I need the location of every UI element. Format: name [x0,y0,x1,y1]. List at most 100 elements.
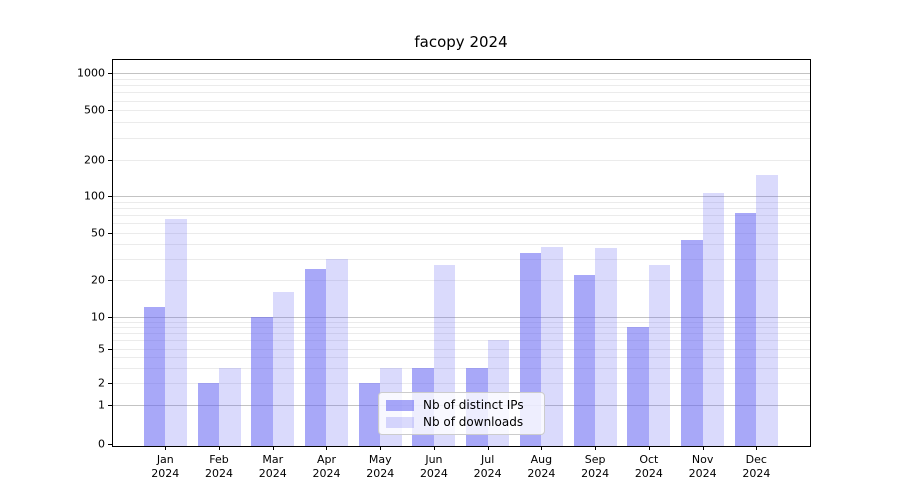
y-tick-mark [108,280,112,281]
x-tick-mark [703,446,704,450]
gridline-minor [112,322,810,323]
x-tick-label: Feb 2024 [205,453,234,480]
bar-nb-of-downloads-aug-2024 [541,246,563,446]
gridline-minor [112,327,810,328]
x-tick-label: Jan 2024 [151,453,180,480]
y-tick-mark [108,160,112,161]
y-tick-mark [108,349,112,350]
bar-nb-of-distinct-ips-dec-2024 [734,213,757,446]
bar-nb-of-downloads-dec-2024 [756,174,778,446]
x-tick-mark [595,446,596,450]
x-tick-mark [434,446,435,450]
bar-nb-of-distinct-ips-nov-2024 [681,240,703,446]
gridline-major [112,317,810,318]
x-tick-label: Mar 2024 [258,453,287,480]
gridline-minor [112,110,810,111]
bar-nb-of-downloads-feb-2024 [219,367,241,446]
y-tick-mark [108,317,112,318]
bar-nb-of-distinct-ips-apr-2024 [304,268,327,446]
gridline-minor [112,280,810,281]
y-tick-mark [108,196,112,197]
gridline-minor [112,383,810,384]
x-tick-label: May 2024 [366,453,395,480]
bar-nb-of-downloads-oct-2024 [648,264,671,446]
y-tick-label: 100 [84,189,105,203]
legend-label-distinct-ips: Nb of distinct IPs [423,397,524,412]
bar-nb-of-downloads-nov-2024 [702,193,725,446]
gridline-minor [112,349,810,350]
y-tick-label: 200 [84,153,105,166]
gridline-major [112,196,810,197]
y-tick-mark [108,405,112,406]
x-tick-label: Jul 2024 [473,453,502,480]
x-tick-mark [541,446,542,450]
gridline-minor [112,122,810,123]
x-tick-mark [273,446,274,450]
bar-nb-of-distinct-ips-oct-2024 [627,327,649,446]
x-tick-label: Dec 2024 [742,453,771,480]
y-tick-label: 2 [98,376,105,390]
x-tick-label: Jun 2024 [419,453,448,480]
y-tick-label: 0 [98,437,105,450]
bar-nb-of-downloads-sep-2024 [595,248,617,446]
legend-swatch-downloads [386,416,414,428]
y-tick-mark [108,233,112,234]
x-tick-mark [380,446,381,450]
x-tick-label: Aug 2024 [527,453,556,480]
y-tick-mark [108,383,112,384]
gridline-minor [112,223,810,224]
bar-nb-of-distinct-ips-mar-2024 [251,316,273,446]
gridline-minor [112,79,810,80]
legend-row-downloads: Nb of downloads [379,414,544,429]
x-tick-mark [165,446,166,450]
x-tick-label: Sep 2024 [581,453,610,480]
gridline-minor [112,340,810,341]
x-tick-mark [488,446,489,450]
gridline-minor [112,160,810,161]
bar-nb-of-downloads-mar-2024 [272,292,295,446]
y-tick-mark [108,73,112,74]
y-tick-label: 1 [98,398,105,412]
x-tick-mark [326,446,327,450]
legend-swatch-distinct-ips [386,399,414,411]
gridline-minor [112,368,810,369]
gridline-minor [112,259,810,260]
y-tick-label: 500 [84,103,105,117]
x-tick-mark [219,446,220,450]
y-tick-mark [108,110,112,111]
y-tick-label: 5 [98,342,105,356]
gridline-minor [112,85,810,86]
y-tick-mark [108,444,112,445]
gridline-minor [112,333,810,334]
y-tick-label: 20 [91,273,105,287]
x-tick-label: Apr 2024 [312,453,341,480]
legend: Nb of distinct IPs Nb of downloads [378,392,545,435]
legend-row-distinct-ips: Nb of distinct IPs [379,397,544,412]
gridline-minor [112,244,810,245]
y-tick-label: 50 [91,226,105,239]
legend-label-downloads: Nb of downloads [423,414,524,429]
x-tick-label: Nov 2024 [688,453,717,480]
gridline-major [112,73,810,74]
gridline-minor [112,215,810,216]
chart-title: facopy 2024 [414,33,508,51]
bar-nb-of-downloads-jan-2024 [165,218,187,446]
x-tick-mark [649,446,650,450]
bar-nb-of-distinct-ips-feb-2024 [197,382,220,446]
gridline-minor [112,208,810,209]
gridline-minor [112,138,810,139]
bar-nb-of-downloads-apr-2024 [326,259,348,446]
y-tick-label: 1000 [77,66,105,80]
bar-nb-of-distinct-ips-sep-2024 [573,275,596,446]
bar-nb-of-distinct-ips-may-2024 [358,382,381,446]
gridline-minor [112,357,810,358]
gridline-minor [112,101,810,102]
gridline-minor [112,202,810,203]
gridline-minor [112,92,810,93]
gridline-minor [112,233,810,234]
x-tick-label: Oct 2024 [634,453,663,480]
bar-nb-of-distinct-ips-jan-2024 [143,307,166,446]
y-tick-label: 10 [91,310,105,324]
x-tick-mark [756,446,757,450]
